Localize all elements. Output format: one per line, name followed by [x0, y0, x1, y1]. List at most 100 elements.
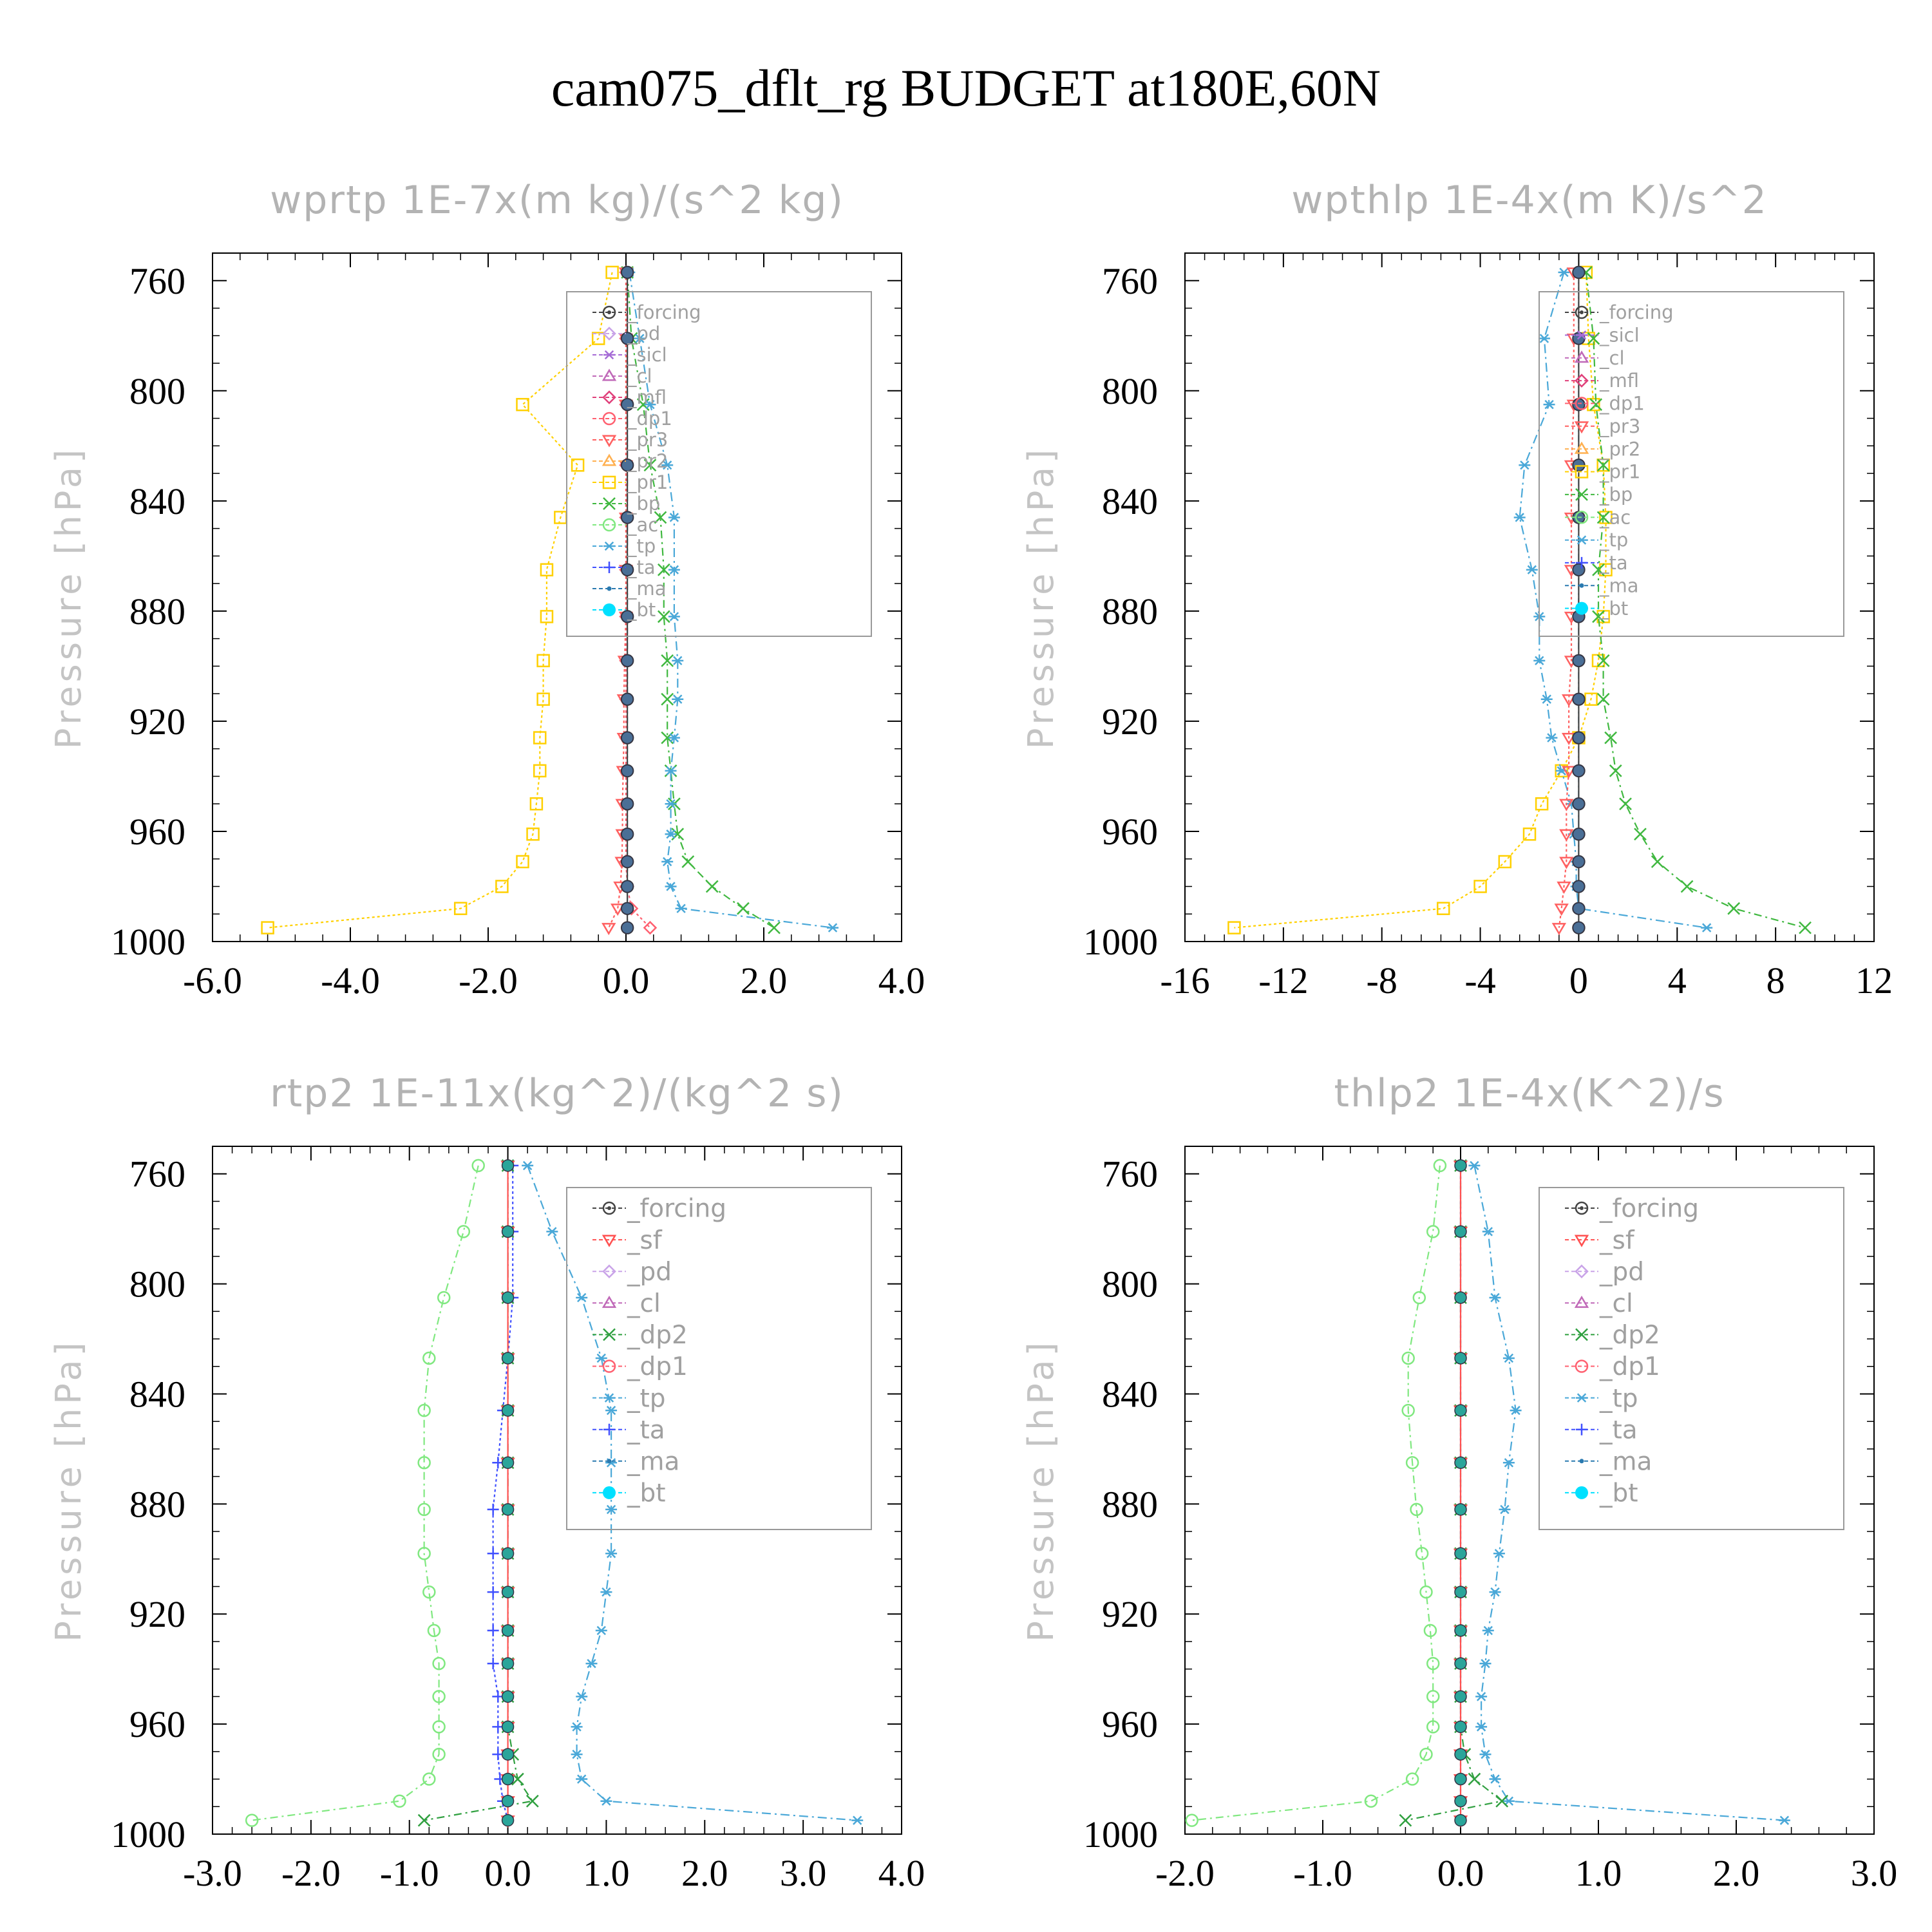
series_tp [623, 267, 838, 933]
legend-item: _pr2 [592, 450, 668, 472]
data-point [1604, 731, 1617, 744]
data-point [571, 1749, 583, 1759]
data-point [1519, 460, 1531, 470]
data-point [621, 731, 634, 744]
legend-marker [607, 1459, 612, 1464]
data-point [1426, 1225, 1440, 1238]
data-point [1561, 733, 1577, 746]
x-tick-label: -2.0 [1155, 1852, 1215, 1894]
data-point [576, 1774, 588, 1784]
data-point [1778, 1815, 1790, 1825]
data-point [437, 1291, 451, 1305]
plot-frame [1184, 252, 1875, 942]
data-point [1596, 459, 1610, 472]
legend-item: _pd [1565, 1258, 1644, 1287]
y-tick-label: 960 [129, 1703, 185, 1745]
legend-marker [602, 305, 616, 319]
data-point [1454, 1503, 1467, 1516]
data-point [600, 1796, 612, 1806]
data-point [665, 882, 677, 891]
data-point [501, 1772, 515, 1786]
data-point [1473, 880, 1487, 893]
legend-marker [602, 327, 616, 341]
legend-item: _forcing [1565, 301, 1674, 323]
legend-label: _pd [1599, 1258, 1644, 1287]
legend-label: _pd [627, 1258, 672, 1287]
legend-marker [1575, 397, 1589, 410]
data-point [1493, 1549, 1505, 1558]
y-axis-label: Pressure [hPa] [1021, 1338, 1061, 1642]
x-tick-label: 4.0 [878, 1852, 925, 1894]
legend-label: _ac [627, 514, 658, 536]
data-point [1551, 923, 1567, 936]
data-point [605, 1504, 618, 1515]
data-point [422, 1585, 436, 1599]
legend-marker [1576, 535, 1587, 545]
series-line [1405, 1165, 1504, 1821]
data-point [501, 1794, 515, 1808]
series-line [251, 1165, 479, 1821]
data-point [417, 1502, 431, 1517]
data-point [621, 855, 634, 868]
x-tick-label: -1.0 [380, 1852, 439, 1894]
data-point [661, 654, 674, 667]
legend-marker [602, 1359, 616, 1373]
data-point [1489, 1587, 1501, 1597]
data-point [536, 654, 550, 668]
data-point [501, 1748, 515, 1761]
legend-item: _ma [1565, 574, 1639, 596]
data-point [1592, 563, 1605, 576]
legend-label: _pr1 [1599, 461, 1640, 483]
data-point [1651, 855, 1664, 868]
data-point [1415, 1547, 1429, 1560]
data-point [1572, 266, 1586, 279]
data-point [1405, 1772, 1419, 1786]
data-point [261, 921, 274, 934]
data-point [665, 829, 677, 839]
legend-item: _cl [1565, 347, 1625, 369]
data-point [657, 610, 670, 623]
legend-item: _tp [592, 1384, 666, 1413]
series-line [629, 272, 833, 929]
data-point [1558, 267, 1570, 278]
data-point [621, 654, 634, 667]
data-point [681, 855, 695, 868]
data-point [432, 1747, 446, 1761]
legend-marker [1576, 1393, 1587, 1403]
legend-marker [1575, 465, 1589, 478]
data-point [501, 1352, 515, 1365]
data-point [1479, 1749, 1492, 1759]
data-point [595, 1625, 607, 1636]
data-point [245, 1814, 259, 1827]
y-tick-label: 1000 [1083, 1814, 1158, 1855]
data-point [487, 1624, 499, 1636]
legend-item: _sicl [1565, 325, 1640, 346]
data-point [675, 904, 687, 913]
y-tick-label: 920 [129, 701, 185, 743]
legend-marker [1575, 1201, 1589, 1215]
data-point [1619, 797, 1632, 811]
data-point [1540, 694, 1553, 704]
data-point [621, 902, 634, 915]
legend-marker [602, 390, 616, 404]
y-tick-label: 840 [129, 1373, 185, 1415]
data-point [643, 459, 657, 472]
data-point [501, 1404, 515, 1417]
legend-marker [1579, 1459, 1584, 1464]
series-line [492, 1165, 514, 1821]
data-point [1482, 1625, 1494, 1636]
data-point [621, 921, 634, 934]
data-point [621, 332, 634, 345]
data-point [1596, 511, 1610, 524]
x-tick-label: 2.0 [681, 1852, 728, 1894]
data-point [1454, 1814, 1467, 1827]
x-tick-label: -2.0 [281, 1852, 341, 1894]
data-point [585, 1658, 598, 1669]
legend-label: _ta [1599, 552, 1628, 574]
legend-label: _cl [1599, 1289, 1633, 1318]
legend-label: _dp1 [627, 408, 672, 430]
legend-item: _ta [592, 1416, 665, 1444]
chart-panel-1: wprtp 1E-7x(m kg)/(s^2 kg) Pressure [hPa]… [48, 178, 925, 1001]
data-point [536, 692, 550, 706]
data-point [501, 1291, 515, 1304]
